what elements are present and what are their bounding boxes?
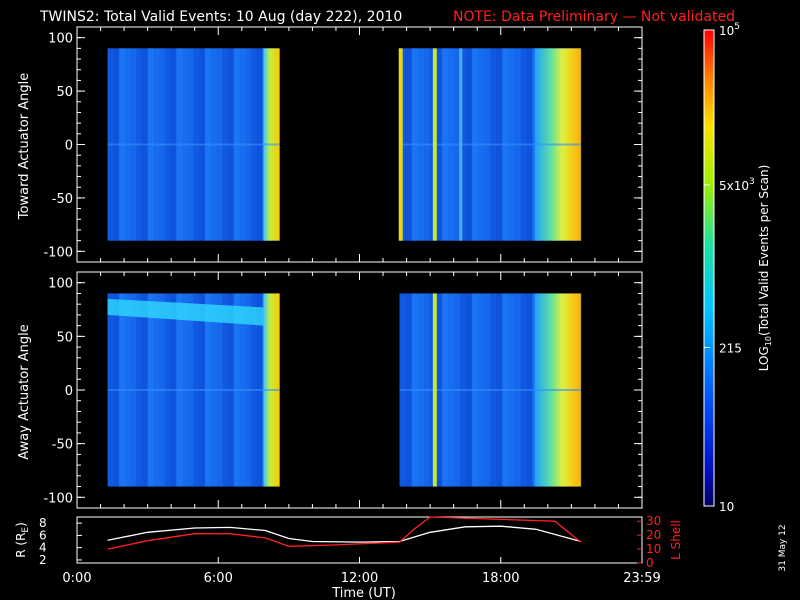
ytick-right-label: 0 — [646, 556, 654, 570]
colorbar-ticks: 10 215 5x103 105 — [704, 22, 755, 514]
heatmap-band — [107, 298, 264, 326]
colorbar-tick-label: 5x103 — [719, 177, 755, 193]
panel-away: -100 -50 0 50 100 — [43, 271, 643, 509]
ylabel-radius: R (RE) — [14, 522, 31, 558]
ytick-right-label: 10 — [646, 542, 661, 556]
ytick-label: 50 — [56, 330, 73, 345]
ytick-left-label: 2 — [39, 553, 47, 567]
ytick-left-label: 8 — [39, 516, 47, 530]
ytick-right-label: 30 — [646, 514, 661, 528]
radius-line — [107, 525, 581, 543]
heatmap-stripe — [399, 48, 403, 241]
ylabel-away: Away Actuator Angle — [17, 324, 32, 459]
preliminary-note: NOTE: Data Preliminary — Not validated — [453, 9, 735, 25]
heatmap-zero-band — [399, 143, 581, 146]
ytick-left-label: 4 — [39, 541, 47, 555]
ylabel-lshell: L Shell — [669, 520, 683, 560]
xtick-label: 12:00 — [341, 571, 378, 586]
heatmap-stripe — [432, 48, 437, 241]
xtick-label: 18:00 — [482, 571, 519, 586]
ytick-label: 0 — [65, 139, 73, 154]
ytick-label: 100 — [48, 277, 73, 292]
xtick-label: 6:00 — [204, 571, 233, 586]
panel-toward: -100 -50 0 50 100 — [43, 26, 643, 263]
ytick-right-label: 20 — [646, 528, 661, 542]
date-stamp: 31 May 12 — [778, 524, 788, 571]
ytick-left-label: 6 — [39, 528, 47, 542]
xtick-label: 0:00 — [62, 571, 91, 586]
xtick-label: 23:59 — [623, 571, 660, 586]
heatmap-stripe — [432, 293, 437, 487]
heatmap-zero-band — [107, 143, 280, 146]
colorbar-label: LOG10(Total Valid Events per Scan) — [757, 165, 773, 372]
colorbar-tick-label: 105 — [719, 22, 740, 38]
ytick-label: -100 — [43, 491, 73, 506]
heatmap-stripe — [459, 48, 463, 241]
xlabel-time: Time (UT) — [331, 586, 396, 600]
ytick-label: -100 — [43, 245, 73, 260]
ylabel-toward: Toward Actuator Angle — [17, 73, 32, 220]
ytick-label: 100 — [48, 32, 73, 47]
lshell-line — [107, 516, 582, 550]
colorbar — [703, 29, 715, 507]
chart-title: TWINS2: Total Valid Events: 10 Aug (day … — [39, 9, 402, 25]
colorbar-tick-label: 215 — [719, 341, 742, 355]
ytick-label: 0 — [65, 384, 73, 399]
colorbar-tick-label: 10 — [719, 500, 734, 514]
ytick-label: -50 — [52, 438, 73, 453]
ytick-label: 50 — [56, 85, 73, 100]
heatmap-zero-band — [399, 389, 581, 391]
ytick-label: -50 — [52, 192, 73, 207]
heatmap-zero-band — [107, 389, 280, 391]
